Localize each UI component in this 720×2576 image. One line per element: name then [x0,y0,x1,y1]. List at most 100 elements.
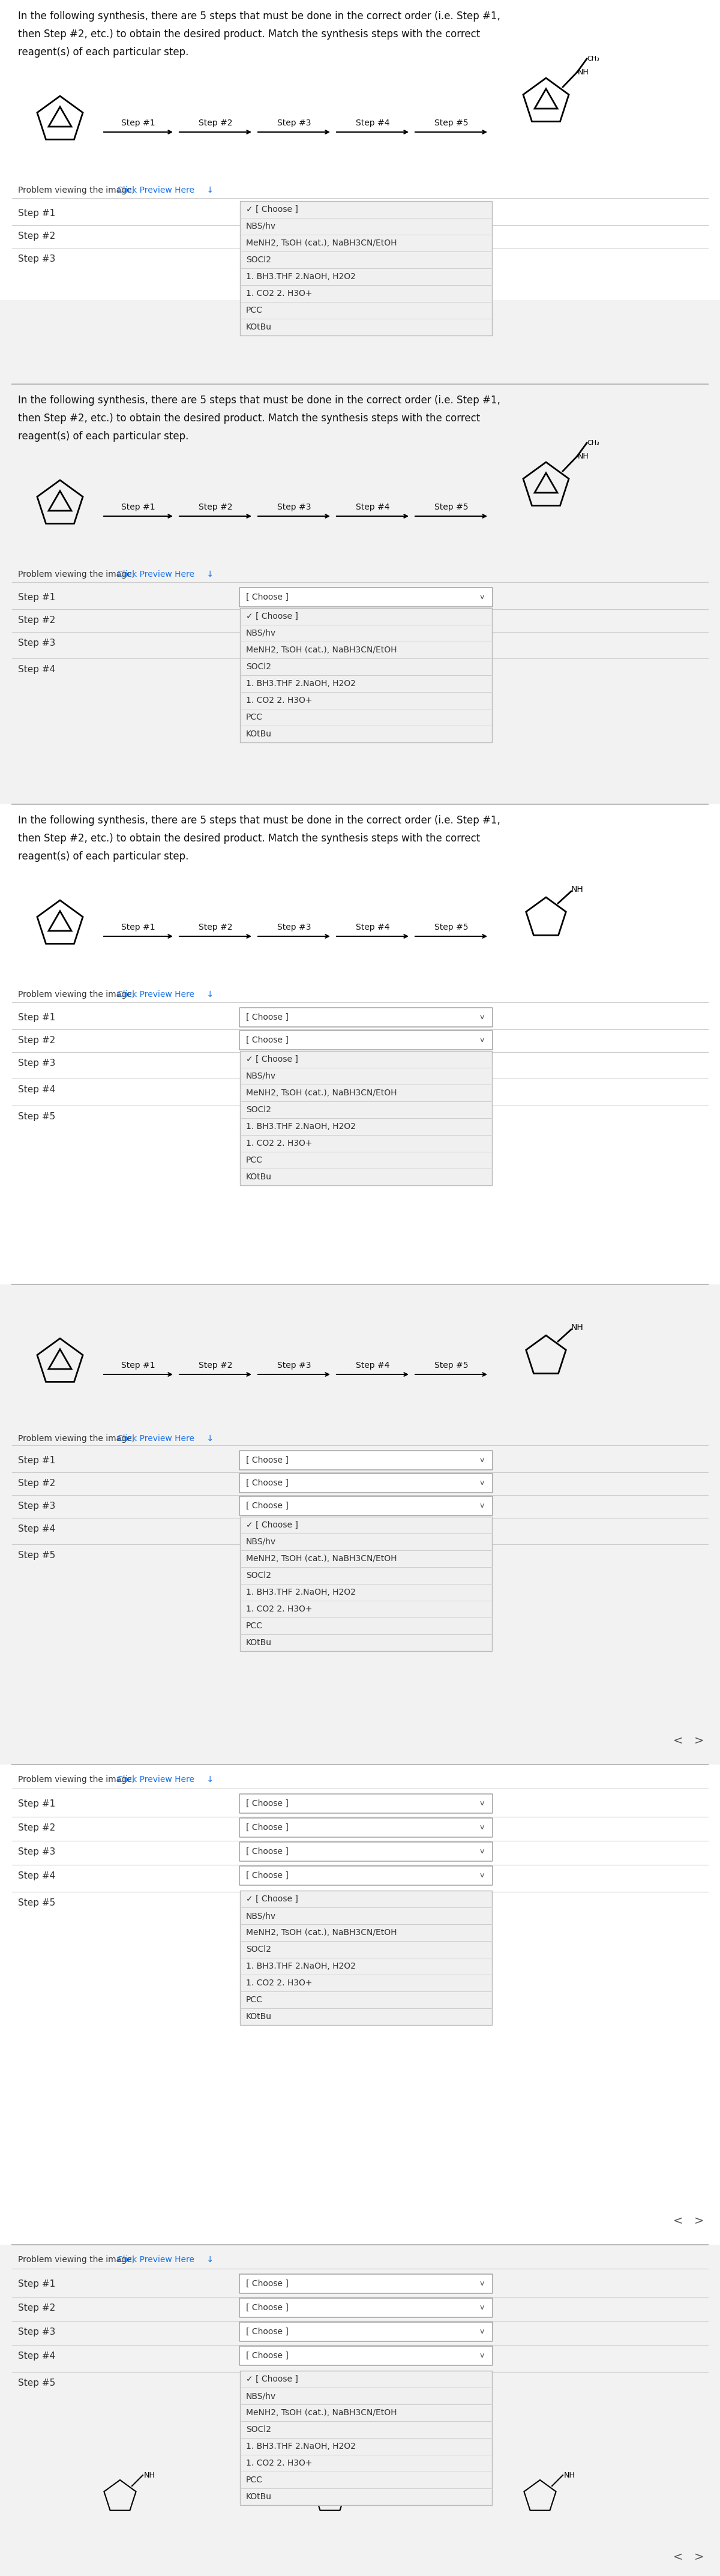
Text: PCC: PCC [246,307,263,314]
Text: PCC: PCC [246,1996,263,2004]
Text: Step #4: Step #4 [356,502,390,513]
Text: v: v [480,1036,485,1043]
Text: Step #3: Step #3 [18,1059,55,1066]
FancyBboxPatch shape [239,2347,492,2365]
Text: MeNH2, TsOH (cat.), NaBH3CN/EtOH: MeNH2, TsOH (cat.), NaBH3CN/EtOH [246,1090,397,1097]
Text: Step #2: Step #2 [18,2303,55,2313]
Text: Step #1: Step #1 [18,592,55,603]
Text: Step #3: Step #3 [18,1502,55,1510]
Text: then Step #2, etc.) to obtain the desired product. Match the synthesis steps wit: then Step #2, etc.) to obtain the desire… [18,412,480,422]
Text: CH₃: CH₃ [587,57,599,62]
Text: SOCl2: SOCl2 [246,255,271,265]
FancyBboxPatch shape [239,1819,492,1837]
Bar [0,384,720,804]
Text: Click Preview Here: Click Preview Here [117,1435,194,1443]
Text: [ Choose ]: [ Choose ] [246,1824,289,1832]
Text: v: v [480,2329,485,2336]
Text: [ Choose ]: [ Choose ] [246,1502,289,1510]
Text: Step #3: Step #3 [277,502,311,513]
Text: NH: NH [578,453,589,461]
Bar [240,1051,492,1185]
Text: [ Choose ]: [ Choose ] [246,1036,289,1043]
Text: Click Preview Here: Click Preview Here [117,989,194,999]
Text: 1. BH3.THF 2.NaOH, H2O2: 1. BH3.THF 2.NaOH, H2O2 [246,273,356,281]
Text: Step #5: Step #5 [434,922,468,933]
Bar [240,1517,492,1651]
Text: Step #3: Step #3 [18,255,55,263]
Text: 1. BH3.THF 2.NaOH, H2O2: 1. BH3.THF 2.NaOH, H2O2 [246,1587,356,1597]
Text: [ Choose ]: [ Choose ] [246,1479,289,1486]
Bar [240,201,492,335]
Text: KOtBu: KOtBu [246,322,272,332]
Text: MeNH2, TsOH (cat.), NaBH3CN/EtOH: MeNH2, TsOH (cat.), NaBH3CN/EtOH [246,1929,397,1937]
Text: [ Choose ]: [ Choose ] [246,1455,289,1463]
Text: MeNH2, TsOH (cat.), NaBH3CN/EtOH: MeNH2, TsOH (cat.), NaBH3CN/EtOH [246,647,397,654]
Text: SOCl2: SOCl2 [246,1945,271,1953]
Text: Step #2: Step #2 [18,1036,55,1046]
Bar [0,1765,720,2244]
Text: [ Choose ]: [ Choose ] [246,2303,289,2311]
Text: Step #1: Step #1 [18,2280,55,2287]
Text: SOCl2: SOCl2 [246,2427,271,2434]
Text: [ Choose ]: [ Choose ] [246,1801,289,1808]
FancyBboxPatch shape [239,587,492,608]
Text: Click Preview Here: Click Preview Here [117,185,194,193]
Text: Step #2: Step #2 [199,118,233,126]
Text: ✓ [ Choose ]: ✓ [ Choose ] [246,1056,298,1064]
Text: ✓ [ Choose ]: ✓ [ Choose ] [246,206,298,214]
Text: Step #4: Step #4 [18,1870,55,1880]
Text: Problem viewing the image,: Problem viewing the image, [18,1435,137,1443]
Text: In the following synthesis, there are 5 steps that must be done in the correct o: In the following synthesis, there are 5 … [18,10,500,21]
Text: Problem viewing the image,: Problem viewing the image, [18,569,137,580]
Text: 1. BH3.THF 2.NaOH, H2O2: 1. BH3.THF 2.NaOH, H2O2 [246,1963,356,1971]
Text: 1. BH3.THF 2.NaOH, H2O2: 1. BH3.THF 2.NaOH, H2O2 [246,680,356,688]
Text: ✓ [ Choose ]: ✓ [ Choose ] [246,2375,298,2383]
Text: Step #3: Step #3 [18,1847,55,1857]
Text: PCC: PCC [246,1157,263,1164]
Text: SOCl2: SOCl2 [246,1105,271,1113]
Text: 1. CO2 2. H3O+: 1. CO2 2. H3O+ [246,1605,312,1613]
FancyBboxPatch shape [239,1793,492,1814]
Text: Step #3: Step #3 [277,118,311,126]
Text: v: v [480,1801,485,1808]
Text: Step #5: Step #5 [18,2378,55,2388]
Text: ↓: ↓ [204,185,214,193]
Text: v: v [480,1502,485,1510]
Text: Step #4: Step #4 [356,118,390,126]
Text: ↓: ↓ [204,2257,214,2264]
Text: v: v [480,2280,485,2287]
Text: Step #1: Step #1 [18,1012,55,1023]
Text: 1. CO2 2. H3O+: 1. CO2 2. H3O+ [246,696,312,706]
Text: then Step #2, etc.) to obtain the desired product. Match the synthesis steps wit: then Step #2, etc.) to obtain the desire… [18,28,480,39]
Text: KOtBu: KOtBu [246,1172,272,1182]
Bar [0,804,720,1285]
Text: Problem viewing the image,: Problem viewing the image, [18,2257,137,2264]
Text: Problem viewing the image,: Problem viewing the image, [18,185,137,193]
Text: NH: NH [571,886,584,894]
Text: Step #3: Step #3 [18,639,55,647]
Text: <: < [673,2215,683,2226]
Text: Step #4: Step #4 [18,1525,55,1533]
Text: PCC: PCC [246,714,263,721]
Text: Step #2: Step #2 [18,232,55,240]
Text: NBS/hv: NBS/hv [246,222,276,229]
Text: ✓ [ Choose ]: ✓ [ Choose ] [246,1896,298,1904]
Text: reagent(s) of each particular step.: reagent(s) of each particular step. [18,46,189,57]
Text: v: v [480,1873,485,1880]
Text: Step #1: Step #1 [18,1801,55,1808]
FancyBboxPatch shape [239,2275,492,2293]
Text: NBS/hv: NBS/hv [246,1072,276,1079]
FancyBboxPatch shape [239,1007,492,1028]
Text: NH: NH [564,2470,575,2478]
Bar [240,1891,492,2025]
Text: In the following synthesis, there are 5 steps that must be done in the correct o: In the following synthesis, there are 5 … [18,394,500,407]
Text: PCC: PCC [246,2476,263,2483]
Text: [ Choose ]: [ Choose ] [246,1847,289,1855]
Text: Click Preview Here: Click Preview Here [117,569,194,580]
Text: [ Choose ]: [ Choose ] [246,2280,289,2287]
Text: >: > [694,2550,704,2563]
Text: NBS/hv: NBS/hv [246,2391,276,2401]
FancyBboxPatch shape [239,2298,492,2318]
Text: then Step #2, etc.) to obtain the desired product. Match the synthesis steps wit: then Step #2, etc.) to obtain the desire… [18,832,480,845]
Bar [0,1285,720,1765]
